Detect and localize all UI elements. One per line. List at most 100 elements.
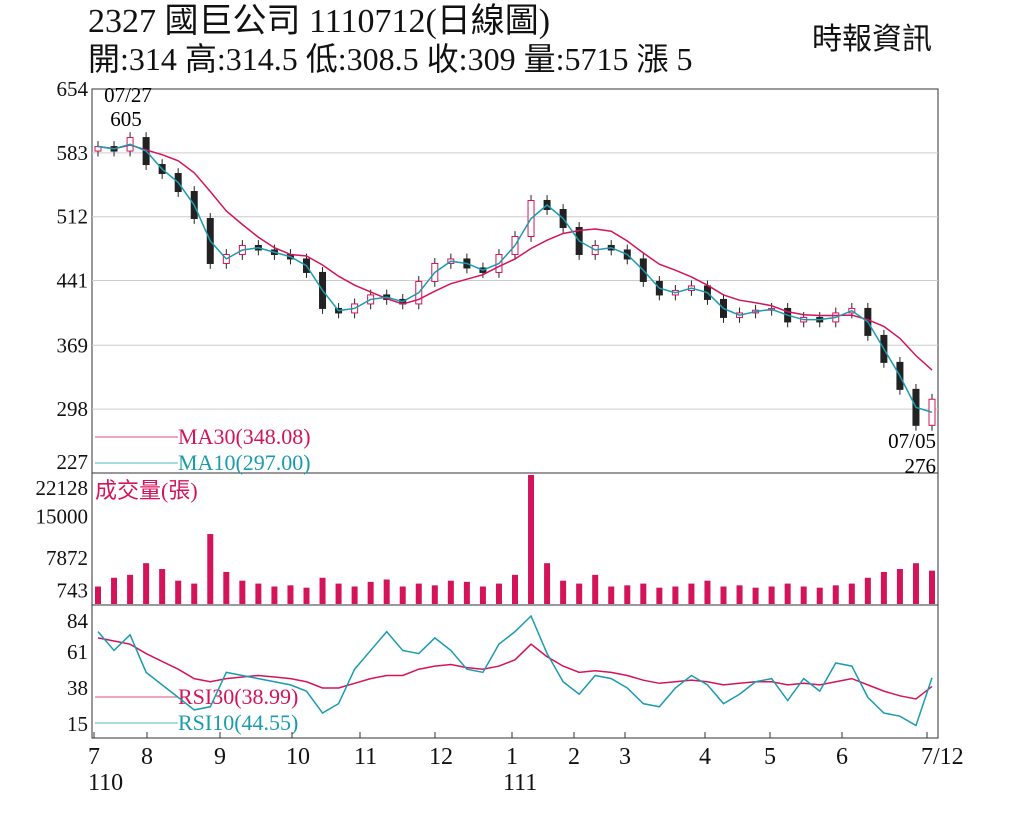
rsi-legend-label: RSI30(38.99) bbox=[178, 684, 298, 709]
volume-bar bbox=[848, 583, 855, 604]
price-tick-label: 583 bbox=[57, 141, 89, 165]
volume-bar bbox=[704, 580, 711, 604]
volume-bar bbox=[383, 579, 390, 604]
volume-tick-label: 7872 bbox=[46, 546, 88, 570]
volume-tick-label: 15000 bbox=[36, 505, 89, 529]
source-label: 時報資訊 bbox=[812, 23, 932, 56]
volume-bar bbox=[512, 574, 518, 604]
volume-bar bbox=[127, 574, 134, 604]
x-tick-label: 6 bbox=[836, 744, 848, 770]
volume-bar bbox=[479, 586, 486, 604]
volume-bar bbox=[656, 587, 663, 604]
price-tick-label: 654 bbox=[57, 77, 89, 101]
volume-bar bbox=[303, 587, 310, 604]
volume-bar bbox=[447, 580, 454, 604]
plot-frame bbox=[91, 88, 939, 739]
volume-bar bbox=[832, 585, 839, 604]
volume-bar bbox=[816, 587, 823, 604]
volume-bar bbox=[111, 577, 118, 604]
volume-bar bbox=[640, 583, 647, 604]
volume-bar bbox=[367, 581, 374, 604]
volume-title: 成交量(張) bbox=[95, 478, 198, 503]
volume-bar bbox=[736, 585, 743, 604]
high-date-annotation: 07/27 bbox=[104, 83, 152, 107]
year-label: 110 bbox=[88, 770, 123, 796]
volume-bar bbox=[287, 585, 294, 604]
volume-bar bbox=[399, 586, 406, 604]
volume-bar bbox=[528, 475, 535, 604]
volume-bar bbox=[159, 569, 166, 604]
volume-bar bbox=[592, 574, 599, 604]
x-tick-label: 7/12 bbox=[921, 744, 964, 770]
x-tick-label: 10 bbox=[286, 744, 310, 770]
volume-tick-label: 22128 bbox=[36, 476, 89, 500]
volume-bar bbox=[351, 586, 358, 604]
rsi-line bbox=[97, 614, 933, 727]
volume-bar bbox=[495, 583, 502, 604]
volume-bar bbox=[143, 563, 150, 604]
volume-bar bbox=[720, 586, 727, 604]
volume-bar bbox=[912, 563, 919, 604]
volume-bar bbox=[576, 583, 583, 604]
rsi-tick-label: 84 bbox=[67, 609, 89, 633]
price-tick-label: 512 bbox=[57, 205, 89, 229]
x-tick-label: 5 bbox=[764, 744, 776, 770]
high-value-annotation: 605 bbox=[110, 107, 142, 131]
volume-bar bbox=[255, 583, 262, 604]
x-tick-label: 11 bbox=[354, 744, 377, 770]
ma30-line bbox=[97, 144, 933, 371]
rsi-tick-label: 15 bbox=[67, 712, 88, 736]
volume-bar bbox=[672, 586, 679, 604]
rsi-tick-label: 38 bbox=[67, 676, 88, 700]
legend-label: MA10(297.00) bbox=[178, 450, 311, 475]
volume-bar bbox=[688, 583, 695, 604]
price-tick-label: 369 bbox=[57, 333, 89, 357]
ma10-line bbox=[97, 143, 933, 414]
volume-bar bbox=[463, 581, 470, 604]
volume-bar bbox=[239, 580, 246, 604]
volume-bar bbox=[752, 587, 759, 604]
chart-title: 2327 國巨公司 1110712(日線圖) bbox=[88, 3, 551, 40]
rsi-line bbox=[97, 637, 933, 700]
volume-bar bbox=[560, 580, 567, 604]
year-label: 111 bbox=[503, 770, 537, 796]
x-tick-label: 2 bbox=[568, 744, 580, 770]
volume-bar bbox=[768, 586, 775, 604]
volume-bar bbox=[608, 586, 615, 604]
volume-bar bbox=[95, 586, 101, 604]
legend-label: MA30(348.08) bbox=[178, 424, 311, 449]
volume-tick-label: 743 bbox=[57, 579, 89, 603]
volume-bar bbox=[175, 580, 182, 604]
volume-bar bbox=[415, 583, 422, 604]
volume-bar bbox=[544, 563, 551, 604]
volume-bar bbox=[271, 586, 278, 604]
rsi-legend-label: RSI10(44.55) bbox=[178, 710, 298, 735]
volume-bar bbox=[896, 569, 903, 604]
ohlc-summary: 開:314 高:314.5 低:308.5 收:309 量:5715 漲 5 bbox=[88, 41, 693, 77]
price-tick-label: 227 bbox=[57, 450, 89, 474]
volume-bar bbox=[784, 583, 791, 604]
volume-bar bbox=[191, 583, 198, 604]
volume-bar bbox=[880, 571, 887, 604]
volume-bar bbox=[864, 577, 871, 604]
low-value-annotation: 276 bbox=[905, 454, 937, 478]
price-tick-label: 298 bbox=[57, 397, 89, 421]
x-tick-label: 3 bbox=[619, 744, 631, 770]
volume-bar bbox=[319, 577, 326, 604]
volume-bar bbox=[335, 583, 342, 604]
x-tick-label: 8 bbox=[141, 744, 153, 770]
x-tick-label: 9 bbox=[214, 744, 226, 770]
low-date-annotation: 07/05 bbox=[888, 429, 936, 453]
volume-bar bbox=[207, 534, 214, 604]
volume-bar bbox=[431, 585, 438, 604]
volume-bar bbox=[800, 586, 807, 604]
volume-bar bbox=[223, 571, 230, 604]
rsi-tick-label: 61 bbox=[67, 640, 88, 664]
price-tick-label: 441 bbox=[57, 269, 89, 293]
x-tick-label: 4 bbox=[699, 744, 711, 770]
x-tick-label: 7 bbox=[88, 744, 100, 770]
x-tick-label: 1 bbox=[506, 744, 518, 770]
volume-bar bbox=[929, 570, 935, 604]
